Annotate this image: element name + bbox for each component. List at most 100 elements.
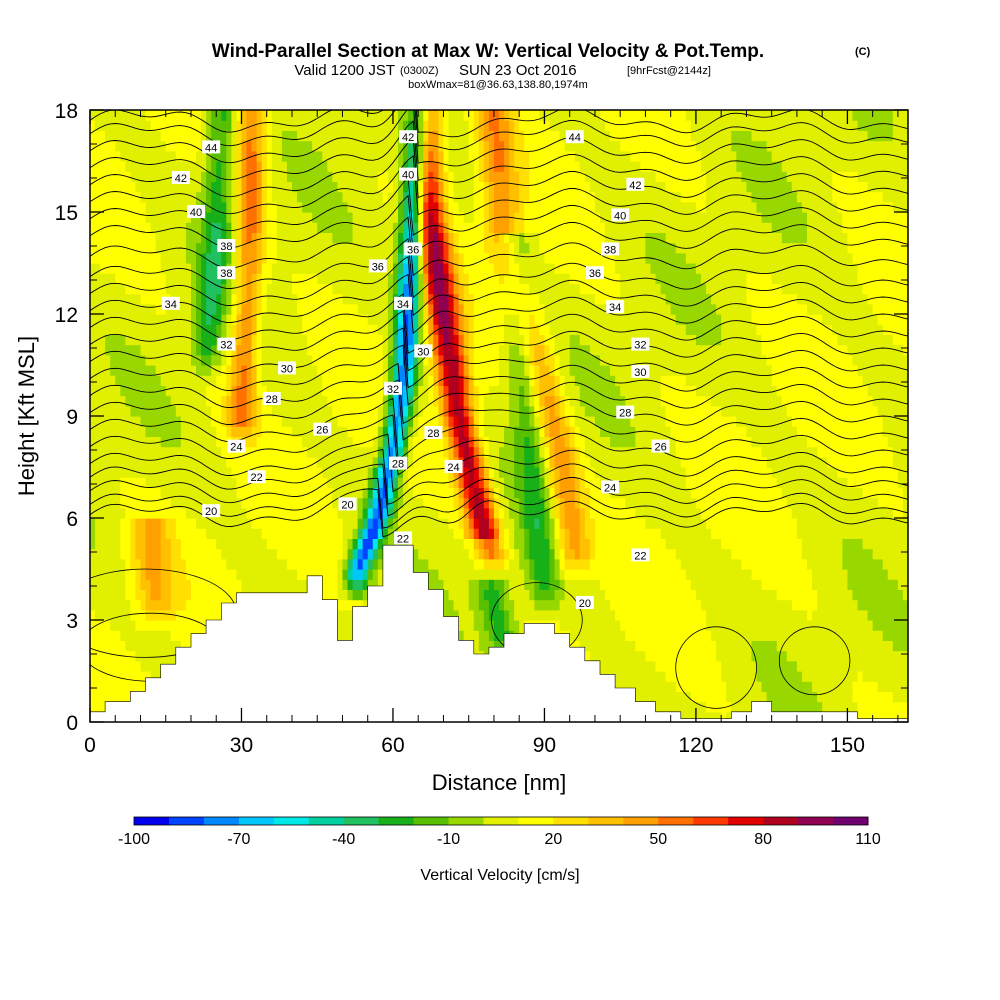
velocity-cell <box>620 548 626 560</box>
velocity-cell <box>140 599 147 611</box>
velocity-cell <box>468 620 475 631</box>
velocity-cell <box>352 456 359 468</box>
velocity-cell <box>711 548 717 560</box>
velocity-cell <box>852 456 859 468</box>
velocity-cell <box>700 436 707 448</box>
velocity-cell <box>493 548 500 560</box>
velocity-cell <box>448 558 455 570</box>
velocity-cell <box>867 671 874 682</box>
velocity-cell <box>100 548 106 560</box>
velocity-cell <box>736 528 742 539</box>
velocity-cell <box>357 436 364 448</box>
velocity-cell <box>458 497 465 509</box>
velocity-cell <box>312 416 318 427</box>
velocity-cell <box>488 640 495 652</box>
velocity-cell <box>347 405 354 417</box>
velocity-cell <box>196 477 202 488</box>
velocity-cell <box>105 650 111 662</box>
velocity-cell <box>655 518 662 529</box>
velocity-cell <box>711 691 717 703</box>
velocity-cell <box>882 609 889 621</box>
velocity-cell <box>791 589 798 601</box>
velocity-cell <box>892 436 899 448</box>
velocity-cell <box>670 548 677 560</box>
velocity-cell <box>564 609 571 621</box>
velocity-cell <box>256 558 263 570</box>
velocity-cell <box>453 426 460 437</box>
velocity-cell <box>761 630 768 641</box>
velocity-cell <box>342 528 349 539</box>
velocity-cell <box>817 640 823 652</box>
velocity-cell <box>685 558 692 570</box>
velocity-cell <box>670 518 677 529</box>
velocity-cell <box>281 436 288 448</box>
velocity-cell <box>832 416 838 427</box>
velocity-cell <box>216 405 222 417</box>
velocity-cell <box>645 507 652 519</box>
velocity-cell <box>736 467 742 478</box>
velocity-cell <box>443 436 450 448</box>
velocity-cell <box>271 416 278 427</box>
velocity-cell <box>897 416 904 427</box>
velocity-cell <box>711 487 717 499</box>
velocity-cell <box>827 477 833 488</box>
velocity-cell <box>897 620 904 631</box>
velocity-cell <box>347 620 354 631</box>
velocity-cell <box>892 599 899 611</box>
velocity-cell <box>781 558 788 570</box>
velocity-cell <box>367 436 374 448</box>
velocity-cell <box>165 599 172 611</box>
velocity-cell <box>327 558 333 570</box>
velocity-cell <box>286 548 293 560</box>
velocity-cell <box>468 609 475 621</box>
velocity-cell <box>458 405 465 417</box>
velocity-cell <box>706 711 712 722</box>
velocity-cell <box>690 528 697 539</box>
velocity-cell <box>135 579 142 590</box>
velocity-cell <box>175 497 182 509</box>
velocity-cell <box>488 446 495 458</box>
velocity-cell <box>347 467 354 478</box>
velocity-cell <box>706 456 712 468</box>
velocity-cell <box>145 416 152 427</box>
velocity-cell <box>322 456 328 468</box>
velocity-cell <box>453 609 460 621</box>
velocity-cell <box>812 467 818 478</box>
velocity-cell <box>685 538 692 550</box>
velocity-cell <box>786 579 793 590</box>
velocity-cell <box>771 630 778 641</box>
velocity-cell <box>781 548 788 560</box>
velocity-cell <box>852 620 859 631</box>
velocity-cell <box>201 609 207 621</box>
velocity-cell <box>837 630 843 641</box>
velocity-cell <box>650 691 657 703</box>
velocity-cell <box>554 436 561 448</box>
velocity-cell <box>589 507 596 519</box>
velocity-cell <box>812 701 818 713</box>
velocity-cell <box>327 416 333 427</box>
velocity-cell <box>690 548 697 560</box>
velocity-cell <box>640 691 647 703</box>
velocity-cell <box>610 609 616 621</box>
velocity-cell <box>726 579 732 590</box>
velocity-cell <box>761 660 768 672</box>
velocity-cell <box>680 405 687 417</box>
velocity-cell <box>852 477 859 488</box>
velocity-cell <box>367 497 374 509</box>
velocity-cell <box>605 609 611 621</box>
velocity-cell <box>867 620 874 631</box>
velocity-cell <box>488 538 495 550</box>
velocity-cell <box>786 456 793 468</box>
velocity-cell <box>897 671 904 682</box>
velocity-cell <box>670 569 677 580</box>
velocity-cell <box>574 467 581 478</box>
velocity-cell <box>281 487 288 499</box>
velocity-cell <box>665 518 672 529</box>
velocity-cell <box>110 630 116 641</box>
velocity-cell <box>867 467 874 478</box>
velocity-cell <box>766 620 773 631</box>
velocity-cell <box>312 405 318 417</box>
velocity-cell <box>781 579 788 590</box>
velocity-cell <box>226 569 232 580</box>
velocity-cell <box>751 640 758 652</box>
